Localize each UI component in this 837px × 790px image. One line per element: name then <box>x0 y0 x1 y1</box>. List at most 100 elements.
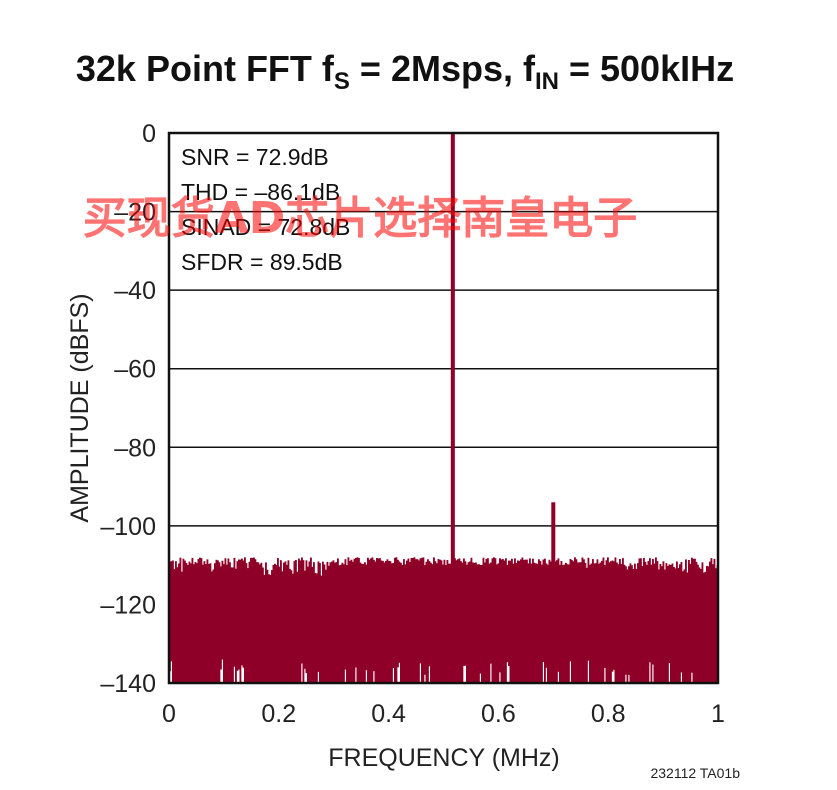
spectrum-bar <box>715 568 717 683</box>
spectrum-bar <box>323 564 326 683</box>
spectrum-bar <box>289 568 291 683</box>
spectrum-bar <box>380 560 383 683</box>
spectrum-bar <box>235 568 237 683</box>
spectrum-bar <box>620 563 623 683</box>
spectrum-bar <box>500 559 503 683</box>
spectrum-bar <box>364 562 366 683</box>
spectrum-bar <box>221 560 224 660</box>
spectrum-bar <box>703 572 705 683</box>
spectrum-bar <box>239 559 242 683</box>
spectrum-bar <box>550 561 552 683</box>
spectrum-bar <box>443 559 446 683</box>
spectrum-bar <box>593 563 596 683</box>
spectrum-bar <box>676 561 678 683</box>
spectrum-bar <box>182 558 185 683</box>
spectrum-bar <box>665 563 668 683</box>
spectrum-bar <box>554 561 557 683</box>
spectrum-bar <box>619 558 621 683</box>
spectrum-bar <box>611 560 614 672</box>
spectrum-bar <box>361 563 363 683</box>
spectrum-bar <box>338 565 341 683</box>
spectrum-bar <box>461 562 464 683</box>
spectrum-bar <box>313 562 315 683</box>
spectrum-bar <box>382 560 384 683</box>
spectrum-bar <box>316 573 318 683</box>
spectrum-bar <box>257 562 260 683</box>
y-tick-labels: 0 –20 –40 –60 –80 –100 –120 –140 <box>100 120 156 698</box>
spectrum-bar <box>329 562 332 683</box>
spectrum-bar <box>533 562 536 683</box>
spectrum-bar <box>215 559 218 683</box>
spectrum-bar <box>481 564 483 683</box>
spectrum-bar <box>454 558 456 683</box>
figure-id: 232112 TA01b <box>650 765 740 781</box>
spectrum-bar <box>623 564 626 683</box>
spectrum-bar <box>664 569 666 683</box>
spectrum-bar <box>584 563 587 683</box>
spectrum-bar <box>532 558 534 683</box>
spectrum-bar <box>337 558 339 683</box>
spectrum-bar <box>281 571 284 683</box>
spectrum-bar <box>617 564 620 683</box>
spectrum-bar <box>346 564 348 683</box>
spectrum-bar <box>187 565 189 683</box>
spectrum-bar <box>689 563 692 683</box>
spectrum-bar <box>439 559 441 683</box>
spectrum-bar <box>677 568 680 683</box>
spectrum-bar <box>425 561 428 683</box>
spectrum-bar <box>355 558 357 668</box>
spectrum-bar <box>271 570 273 683</box>
spectrum-bar <box>682 571 684 683</box>
spectrum-bar <box>517 560 519 683</box>
spectrum-bar <box>290 570 293 683</box>
spectrum-bar <box>427 559 429 683</box>
spectrum-bar <box>691 557 693 673</box>
spectrum-bar <box>226 564 228 683</box>
spectrum-bar <box>253 557 255 683</box>
spectral-peaks <box>450 133 556 683</box>
spectrum-bar <box>632 569 635 683</box>
spectrum-bar <box>685 559 687 683</box>
spectrum-bar <box>506 564 509 663</box>
spectrum-bar <box>614 557 617 683</box>
spectrum-bar <box>340 564 342 683</box>
spectrum-bar <box>569 559 572 662</box>
spectrum-bar <box>410 558 413 683</box>
spectrum-bar <box>478 564 480 683</box>
spectrum-bar <box>373 559 375 672</box>
spectrum-bar <box>586 567 588 683</box>
spectrum-bar <box>440 560 443 683</box>
spectrum-bar <box>224 558 227 683</box>
spectrum-bar <box>542 559 545 663</box>
spectrum-bar <box>656 561 659 683</box>
spectrum-bar <box>709 561 711 683</box>
spectrum-bar <box>470 557 473 683</box>
spectrum-bar <box>341 562 344 683</box>
spectrum-bar <box>301 557 303 664</box>
peak-bar <box>551 502 556 683</box>
spectrum-bar <box>476 564 479 683</box>
spectrum-bar <box>523 559 525 683</box>
spectrum-bar <box>607 557 609 683</box>
spectrum-bar <box>536 563 539 683</box>
spectrum-bar <box>170 561 173 662</box>
spectrum-bar <box>272 564 275 683</box>
spectrum-bar <box>469 561 471 683</box>
spectrum-bar <box>590 563 593 683</box>
spectrum-bar <box>643 557 645 683</box>
spectrum-bar <box>274 563 276 683</box>
spectrum-bar <box>571 560 573 683</box>
spectrum-bar <box>524 559 527 683</box>
spectrum-bar <box>178 563 180 683</box>
spectrum-bar <box>661 566 663 683</box>
spectrum-bar <box>646 564 648 683</box>
spectrum-bar <box>568 564 570 683</box>
spectrum-bar <box>302 560 305 683</box>
spectrum-bar <box>497 563 500 683</box>
spectrum-bar <box>356 557 359 683</box>
x-tick-label: 0.6 <box>481 700 516 728</box>
spectrum-bar <box>581 557 584 683</box>
spectrum-bar <box>403 559 405 683</box>
spectrum-bar <box>679 564 681 683</box>
spectrum-bar <box>502 559 504 683</box>
